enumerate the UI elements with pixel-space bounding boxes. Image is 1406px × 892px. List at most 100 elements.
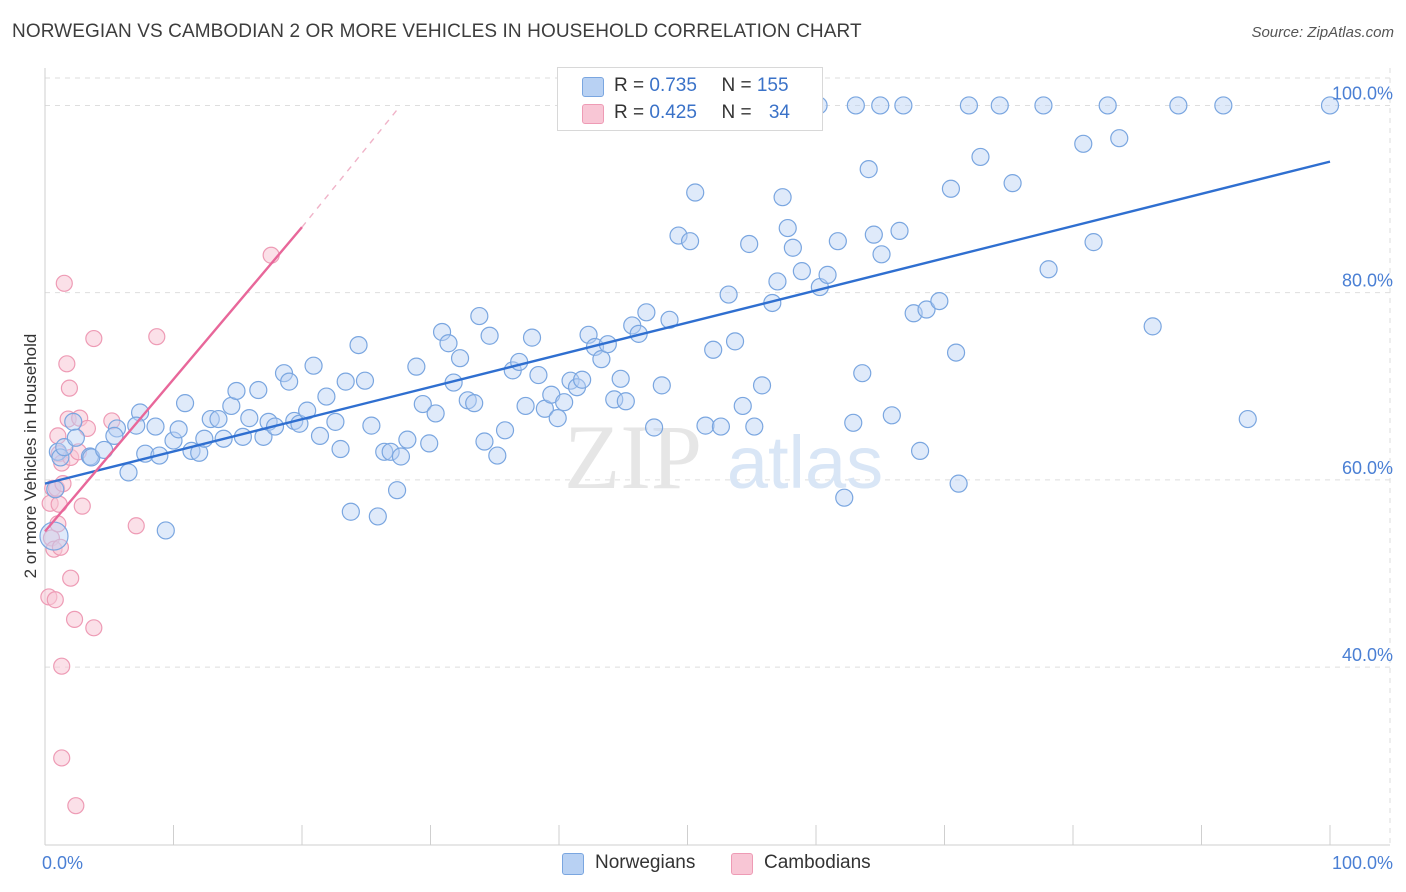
norwegian-point	[107, 419, 127, 438]
norwegian-point	[740, 234, 759, 254]
x-tick-label: 0.0%	[42, 853, 83, 873]
cambodian-point	[51, 538, 70, 556]
norwegian-point	[669, 226, 688, 245]
norwegian-point	[362, 416, 381, 435]
norwegian-point	[835, 488, 854, 507]
norwegian-point	[439, 334, 458, 353]
cambodian-point	[53, 657, 71, 675]
norwegian-point	[949, 474, 968, 493]
cambodians-swatch	[582, 104, 604, 124]
cambodian-point	[73, 497, 91, 515]
norwegian-point	[1143, 317, 1162, 336]
norwegian-point	[450, 349, 470, 368]
norwegian-point	[426, 404, 445, 423]
norwegian-point	[64, 412, 83, 431]
cambodian-point	[148, 328, 166, 346]
norwegian-point	[652, 376, 671, 395]
y-tick-label: 100.0%	[1332, 83, 1393, 103]
norwegian-point	[644, 418, 664, 437]
norwegian-point	[516, 396, 535, 416]
norwegian-point	[828, 232, 847, 251]
norwegian-point	[355, 371, 375, 390]
norwegian-point	[470, 306, 489, 326]
norwegian-point	[156, 521, 175, 540]
tick-labels: 40.0% 60.0% 80.0% 100.0% 0.0% 100.0%	[42, 83, 1393, 873]
norwegian-point	[616, 392, 635, 411]
norwegian-point	[773, 188, 792, 207]
y-tick-label: 60.0%	[1342, 458, 1393, 478]
norwegian-point	[146, 417, 165, 436]
norwegian-point	[1084, 233, 1103, 252]
y-tick-label: 40.0%	[1342, 645, 1393, 665]
norwegian-point	[280, 372, 299, 391]
watermark: ZIP atlas	[564, 406, 883, 508]
norwegian-point	[381, 442, 400, 461]
norwegian-point	[894, 96, 913, 115]
cambodians-swatch	[731, 853, 753, 875]
norwegian-point	[930, 292, 949, 311]
norwegian-point	[475, 432, 494, 451]
grid-lines	[45, 68, 1391, 845]
norwegian-point	[391, 447, 411, 466]
norwegian-point	[375, 442, 394, 461]
norwegian-point	[331, 439, 350, 459]
norwegian-point	[733, 396, 752, 416]
cambodian-point	[62, 569, 80, 587]
norwegian-point	[941, 179, 961, 198]
norwegian-point	[1169, 96, 1188, 115]
norwegian-point	[164, 431, 183, 450]
watermark-zip: ZIP	[564, 406, 702, 508]
norwegian-point	[66, 428, 85, 447]
norwegian-point	[872, 245, 891, 264]
norwegian-point	[745, 417, 764, 436]
cambodian-point	[65, 610, 84, 628]
norwegian-point	[1214, 96, 1233, 115]
cambodian-point	[85, 619, 103, 637]
norwegian-point	[711, 417, 731, 436]
norwegian-point	[725, 332, 745, 351]
norwegian-point	[704, 340, 723, 359]
norwegian-point	[752, 376, 772, 395]
legend-label-norwegians: Norwegians	[595, 852, 696, 873]
norwegian-point	[529, 365, 548, 385]
norwegian-point	[778, 218, 797, 238]
legend-r-value: 0.735	[649, 75, 697, 96]
source-label: Source: ZipAtlas.com	[1251, 24, 1394, 41]
norwegian-point	[844, 413, 863, 432]
norwegian-point	[413, 394, 432, 414]
norwegian-point	[119, 463, 138, 482]
norwegian-point	[249, 380, 268, 400]
cambodian-point	[67, 797, 85, 815]
norwegian-point	[680, 232, 700, 251]
norwegian-point	[233, 427, 252, 446]
norwegian-point	[548, 409, 567, 428]
norwegian-point	[686, 183, 705, 202]
norwegian-point	[1098, 96, 1117, 115]
norwegian-point	[846, 96, 865, 115]
norwegian-point	[304, 356, 323, 375]
norwegian-point	[510, 352, 529, 372]
norwegian-point	[818, 265, 837, 284]
norwegians-points	[39, 96, 1340, 551]
norwegian-point	[946, 343, 966, 362]
norwegian-point	[227, 381, 246, 401]
legend-n-label: N =	[721, 75, 757, 96]
series-legend: Norwegians Cambodians	[0, 852, 1406, 878]
norwegian-point	[495, 421, 515, 440]
norwegian-point	[341, 502, 360, 521]
norwegian-point	[420, 434, 439, 453]
norwegian-point	[407, 357, 426, 376]
cambodian-point	[58, 355, 76, 373]
trend-lines	[44, 107, 1331, 533]
norwegian-point	[768, 272, 787, 291]
legend-n-label: N =	[721, 102, 757, 123]
norwegian-point	[480, 326, 499, 345]
norwegian-point	[1110, 129, 1129, 148]
norwegian-point	[592, 350, 611, 369]
norwegian-point	[105, 426, 124, 446]
cambodian-point	[46, 591, 64, 609]
norwegian-point	[465, 394, 484, 413]
norwegian-point	[555, 393, 574, 412]
legend-n-value: 155	[756, 75, 789, 96]
norwegian-point	[1034, 96, 1053, 115]
